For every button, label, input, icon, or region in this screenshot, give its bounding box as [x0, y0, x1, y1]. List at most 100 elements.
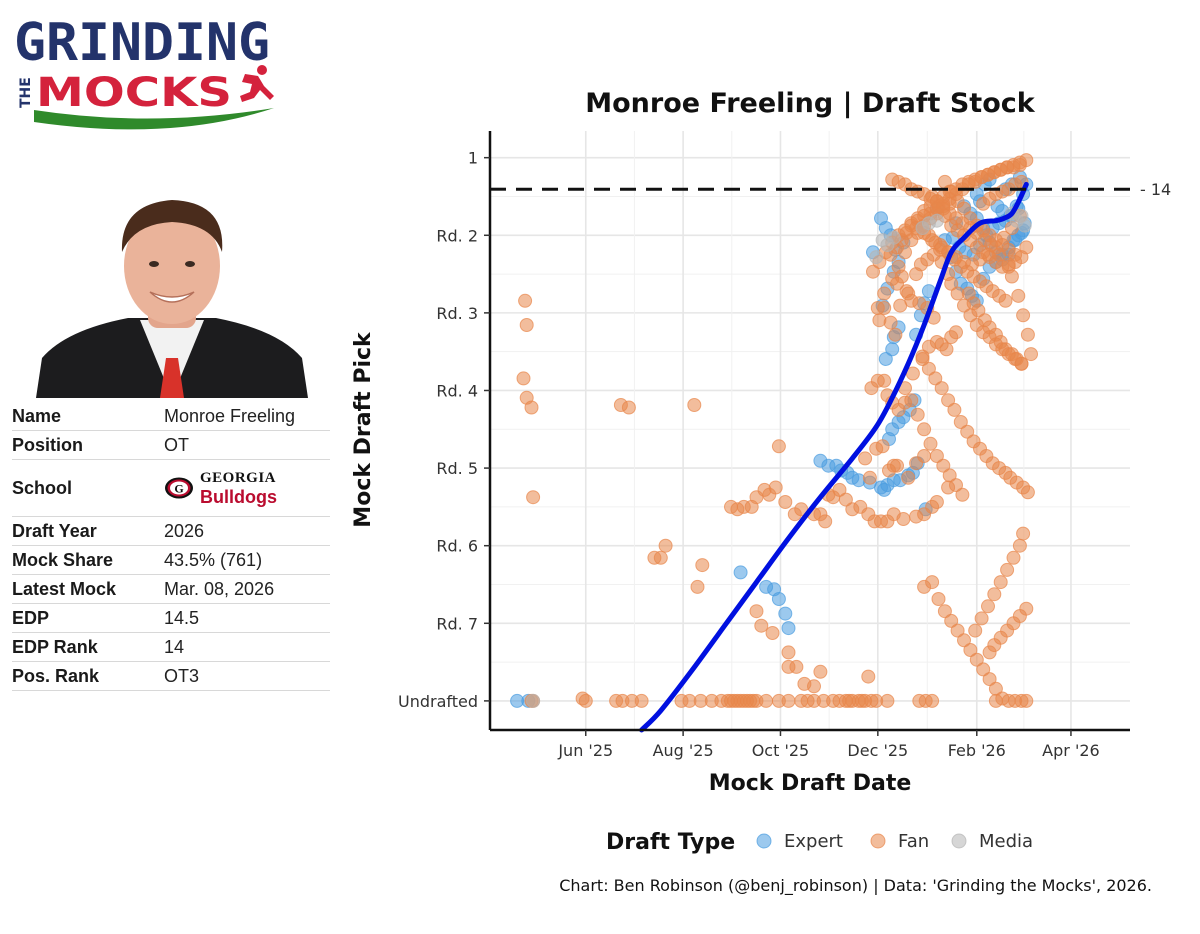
point-fan — [862, 470, 877, 485]
point-fan — [1016, 526, 1031, 541]
point-fan — [929, 449, 944, 463]
point-fan — [957, 633, 971, 648]
point-fan — [988, 693, 1003, 708]
georgia-g-logo-icon: G — [165, 477, 193, 499]
point-media — [886, 230, 901, 245]
point-fan — [1019, 153, 1034, 168]
point-fan — [923, 436, 938, 451]
tie-shape — [160, 358, 184, 398]
point-fan — [949, 325, 963, 340]
point-fan — [998, 293, 1013, 308]
point-fan — [1006, 550, 1021, 565]
info-label: Name — [12, 405, 62, 426]
info-label: EDP — [12, 607, 50, 628]
point-fan — [921, 361, 936, 376]
y-axis-label: Mock Draft Pick — [351, 331, 376, 528]
point-fan — [621, 400, 636, 415]
eye-left — [149, 261, 159, 267]
runner-icon — [240, 65, 274, 102]
point-fan — [963, 643, 978, 657]
legend-swatch-expert — [756, 833, 772, 849]
info-label: Pos. Rank — [12, 665, 100, 686]
point-fan — [937, 604, 952, 619]
legend-swatch-media — [951, 833, 967, 849]
info-label: EDP Rank — [12, 636, 98, 657]
point-fan — [634, 693, 649, 708]
legend-swatch-fan — [870, 833, 886, 849]
y-tick-label: Rd. 5 — [436, 459, 478, 478]
point-fan — [944, 613, 959, 628]
point-fan — [901, 470, 916, 485]
info-value: 2026 — [164, 520, 205, 541]
info-row-school: School G GEORGIA Bulldogs — [12, 460, 330, 517]
info-label: Mock Share — [12, 549, 114, 570]
point-fan — [526, 490, 541, 505]
y-tick-label: 1 — [468, 149, 478, 168]
y-tick-label: Rd. 6 — [436, 537, 478, 556]
y-tick-label: Rd. 4 — [436, 381, 478, 400]
point-fan — [996, 230, 1011, 245]
point-fan — [957, 201, 971, 216]
info-value: OT3 — [164, 665, 200, 686]
info-row-pos-rank: Pos. Rank OT3 — [12, 662, 330, 691]
point-fan — [1016, 308, 1031, 323]
point-media — [1017, 218, 1032, 233]
x-axis-label: Mock Draft Date — [709, 771, 912, 796]
point-fan — [976, 662, 991, 677]
point-fan — [754, 618, 769, 633]
point-fan — [925, 575, 940, 590]
point-fan — [939, 342, 954, 357]
point-expert — [878, 352, 893, 366]
point-fan — [993, 575, 1008, 590]
chart-legend: Draft Type Expert Fan Media — [606, 830, 1033, 855]
point-fan — [858, 451, 873, 466]
point-fan — [653, 550, 668, 565]
point-fan — [891, 259, 906, 274]
point-fan — [1020, 485, 1035, 500]
info-label: Position — [12, 434, 83, 455]
point-fan — [1014, 356, 1029, 371]
info-row-position: Position OT — [12, 431, 330, 460]
hair-shape — [121, 200, 223, 252]
point-expert — [778, 606, 793, 621]
point-fan — [1019, 601, 1034, 616]
y-tick-label: Rd. 3 — [436, 304, 478, 323]
point-expert — [781, 621, 796, 636]
point-fan — [955, 487, 970, 502]
point-fan — [524, 400, 539, 415]
point-fan — [875, 439, 890, 454]
point-expert — [771, 592, 786, 606]
point-fan — [917, 449, 932, 463]
chart-title: Monroe Freeling | Draft Stock — [585, 88, 1035, 119]
point-fan — [877, 373, 892, 388]
point-fan — [953, 415, 968, 429]
draft-stock-chart: Monroe Freeling | Draft Stock - 14 1 Rd. … — [351, 88, 1171, 855]
x-tick-label: Dec '25 — [847, 741, 908, 760]
logo-line2: MOCKS — [36, 70, 232, 116]
school-block: G GEORGIA Bulldogs — [164, 469, 277, 507]
info-row-edp-rank: EDP Rank 14 — [12, 633, 330, 662]
trend-line — [639, 181, 1029, 733]
point-fan — [885, 271, 900, 286]
point-fan — [778, 495, 793, 509]
point-fan — [870, 301, 885, 315]
x-tick-label: Oct '25 — [752, 741, 810, 760]
point-fan — [1020, 327, 1035, 342]
point-fan — [518, 293, 533, 308]
info-label: Draft Year — [12, 520, 97, 541]
point-fan — [687, 398, 702, 412]
point-fan — [838, 492, 853, 507]
point-fan — [981, 599, 995, 614]
y-tick-label: Rd. 7 — [436, 614, 478, 633]
point-fan — [941, 393, 956, 408]
school-name: GEORGIA — [200, 470, 277, 486]
chart-points — [510, 153, 1038, 708]
point-fan — [519, 318, 534, 332]
info-value: OT — [164, 434, 189, 455]
point-fan — [942, 468, 957, 483]
grinding-the-mocks-logo: GRINDING THE MOCKS — [14, 13, 274, 130]
point-fan — [516, 371, 531, 386]
info-row-name: Name Monroe Freeling — [12, 402, 330, 431]
point-fan — [658, 538, 673, 553]
point-fan — [934, 381, 949, 396]
